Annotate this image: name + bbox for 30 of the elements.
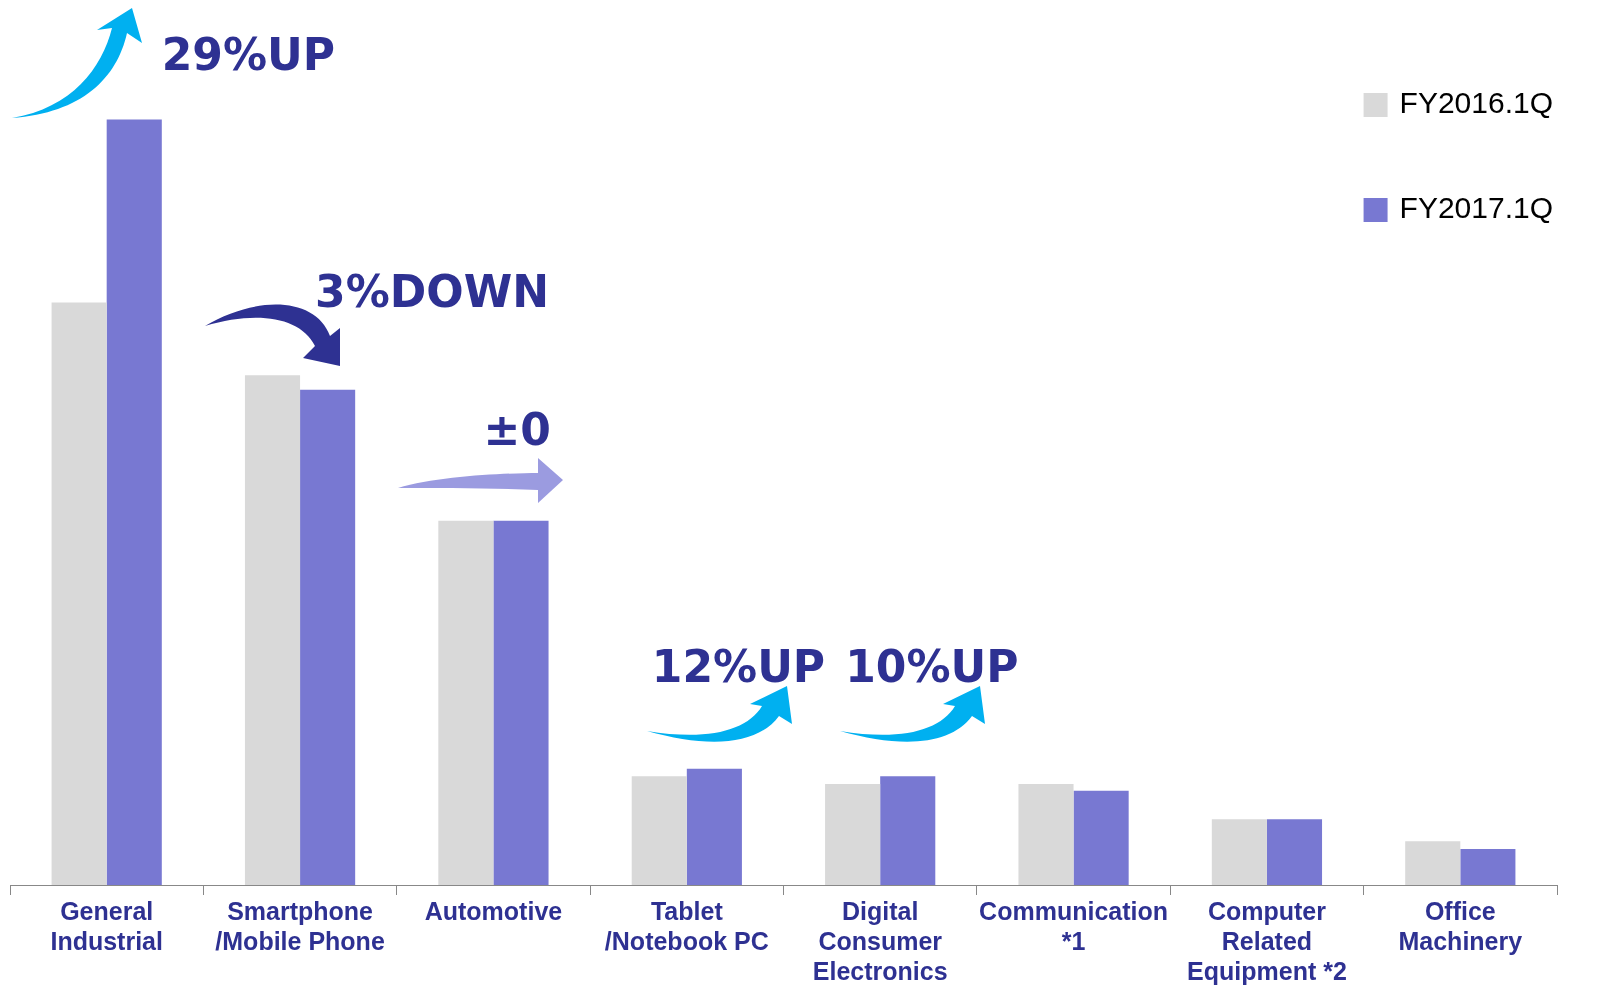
x-tick-label: Tablet /Notebook PC: [604, 896, 769, 955]
legend-label: FY2016.1Q: [1399, 86, 1554, 120]
bar: [880, 776, 936, 885]
bar: [1405, 841, 1461, 885]
bar: [1073, 790, 1129, 885]
bar: [438, 520, 494, 885]
legend-label: FY2017.1Q: [1399, 191, 1554, 225]
bar: [51, 302, 107, 885]
annotation: 3%DOWN: [315, 266, 550, 318]
bar: [244, 375, 301, 885]
bar: [686, 768, 742, 885]
x-tick-label: Computer Related Equipment *2: [1187, 896, 1347, 985]
annotation: 12%UP: [651, 641, 826, 693]
bar: [493, 520, 549, 885]
x-tick-label: General Industrial: [50, 896, 163, 955]
x-tick-label: Smartphone /Mobile Phone: [215, 896, 385, 955]
x-tick-label: Office Machinery: [1398, 896, 1523, 955]
bar: [300, 389, 356, 885]
bar: [631, 776, 687, 885]
bar: [825, 783, 881, 885]
bar: [1018, 783, 1074, 885]
annotation: ±0: [483, 403, 551, 455]
bar: [1211, 819, 1267, 885]
annotation: 10%UP: [845, 641, 1019, 693]
bar: [1266, 819, 1323, 885]
bar: [1460, 849, 1516, 885]
x-tick-label: Automotive: [424, 896, 563, 925]
text: 29%UP: [161, 28, 335, 80]
x-tick-label: Digital Consumer Electronics: [812, 896, 948, 985]
x-tick-label: Communication *1: [979, 896, 1169, 955]
